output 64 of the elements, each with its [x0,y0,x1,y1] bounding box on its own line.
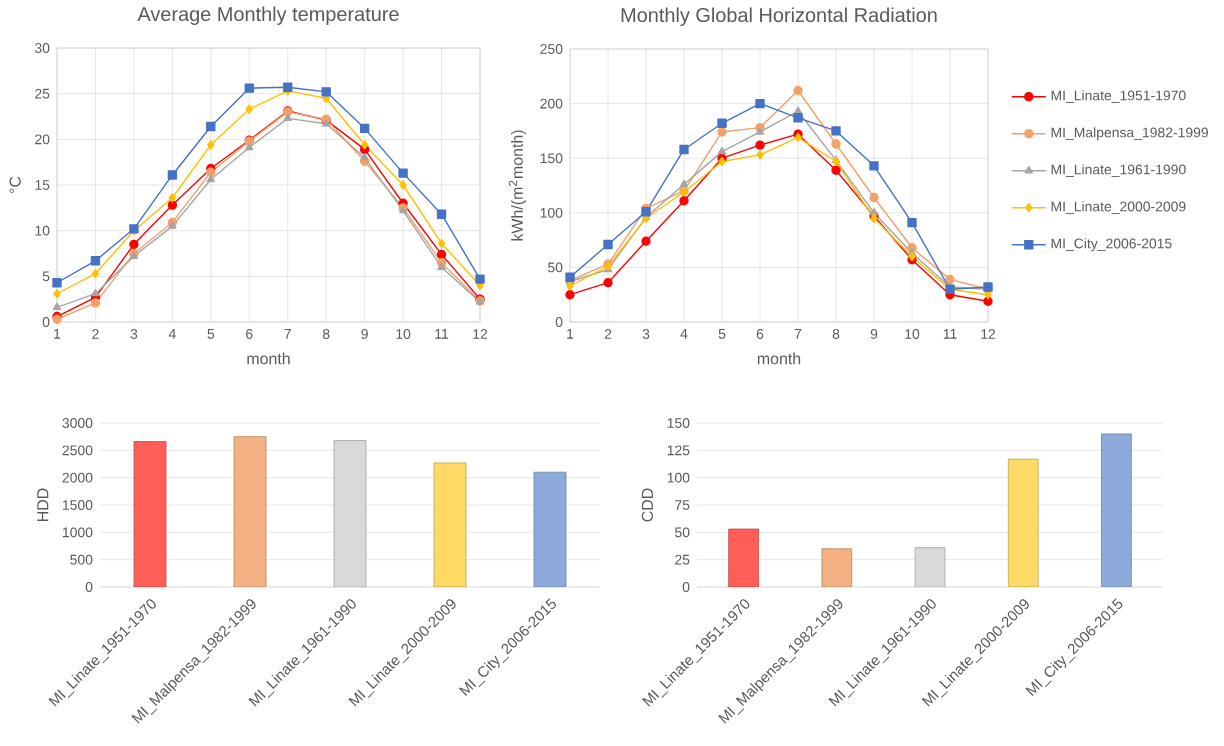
x-tick-label: 10 [905,329,920,339]
y-tick-label: 0 [682,582,690,592]
y-tick-label: 0 [42,317,50,327]
y-tick-label: 1000 [62,527,93,538]
y-tick-label: 5 [42,271,50,282]
x-tick-label: 7 [284,329,291,339]
x-axis-title: month [757,352,801,365]
y-tick-label: 500 [70,554,93,565]
legend-label: MI_Malpensa_1982-1999 [1051,127,1208,141]
x-tick-label: 10 [396,329,411,339]
y-tick-label: 100 [667,472,690,483]
legend-label: MI_Linate_2000-2009 [1051,201,1186,215]
x-tick-label: 1 [54,329,61,339]
x-tick-label: 11 [943,329,957,339]
x-tick-label: 5 [207,329,215,339]
x-tick-label: 3 [642,329,650,339]
x-tick-label: 12 [981,329,996,339]
legend-label: MI_City_2006-2015 [1051,238,1172,252]
x-axis-title: month [247,352,290,365]
x-tick-label: 2 [92,329,99,339]
y-tick-label: 150 [540,153,563,164]
y-tick-label: 15 [35,180,50,190]
y-tick-label: 150 [667,418,690,428]
x-tick-label: 8 [322,329,330,339]
x-tick-label: 9 [870,329,878,339]
x-tick-label: 3 [130,329,138,339]
y-axis-title: kWh/(m$^{2}$month) [508,130,527,241]
y-axis-title: HDD [37,488,49,521]
y-tick-label: 250 [540,44,563,54]
y-tick-label: 25 [675,554,690,565]
y-tick-label: 20 [35,134,50,145]
x-tick-label: 1 [567,329,574,339]
y-tick-label: 30 [34,43,50,53]
x-tick-label: 4 [168,329,176,339]
y-tick-label: 50 [548,262,563,273]
chart-title: Monthly Global Horizontal Radiation [621,7,937,27]
x-tick-label: 12 [473,329,488,339]
y-tick-label: 10 [35,225,50,236]
x-tick-label: 7 [794,329,802,339]
y-tick-label: 125 [667,445,690,456]
chart-title: Average Monthly temperature [137,6,399,25]
y-axis-title: CDD [641,488,654,522]
y-tick-label: 200 [540,98,563,109]
x-tick-label: 8 [832,329,840,339]
y-tick-label: 100 [540,207,563,218]
legend-label: MI_Linate_1961-1990 [1051,164,1186,178]
x-tick-label: 2 [604,329,612,339]
y-tick-label: 0 [85,582,93,592]
y-axis-title: °C [9,176,21,193]
y-tick-label: 25 [35,88,50,99]
x-tick-label: 6 [246,329,253,339]
y-tick-label: 1500 [62,500,93,510]
y-tick-label: 75 [675,500,690,510]
y-tick-label: 3000 [62,418,93,428]
y-tick-label: 0 [555,317,563,327]
x-tick-label: 6 [756,329,764,339]
x-tick-label: 5 [718,329,726,339]
x-tick-label: 9 [361,329,368,339]
legend-label: MI_Linate_1951-1970 [1051,90,1186,104]
y-tick-label: 50 [675,527,690,538]
x-tick-label: 4 [680,329,688,339]
y-tick-label: 2000 [62,472,93,483]
x-tick-label: 11 [435,329,449,339]
y-tick-label: 2500 [62,445,93,456]
